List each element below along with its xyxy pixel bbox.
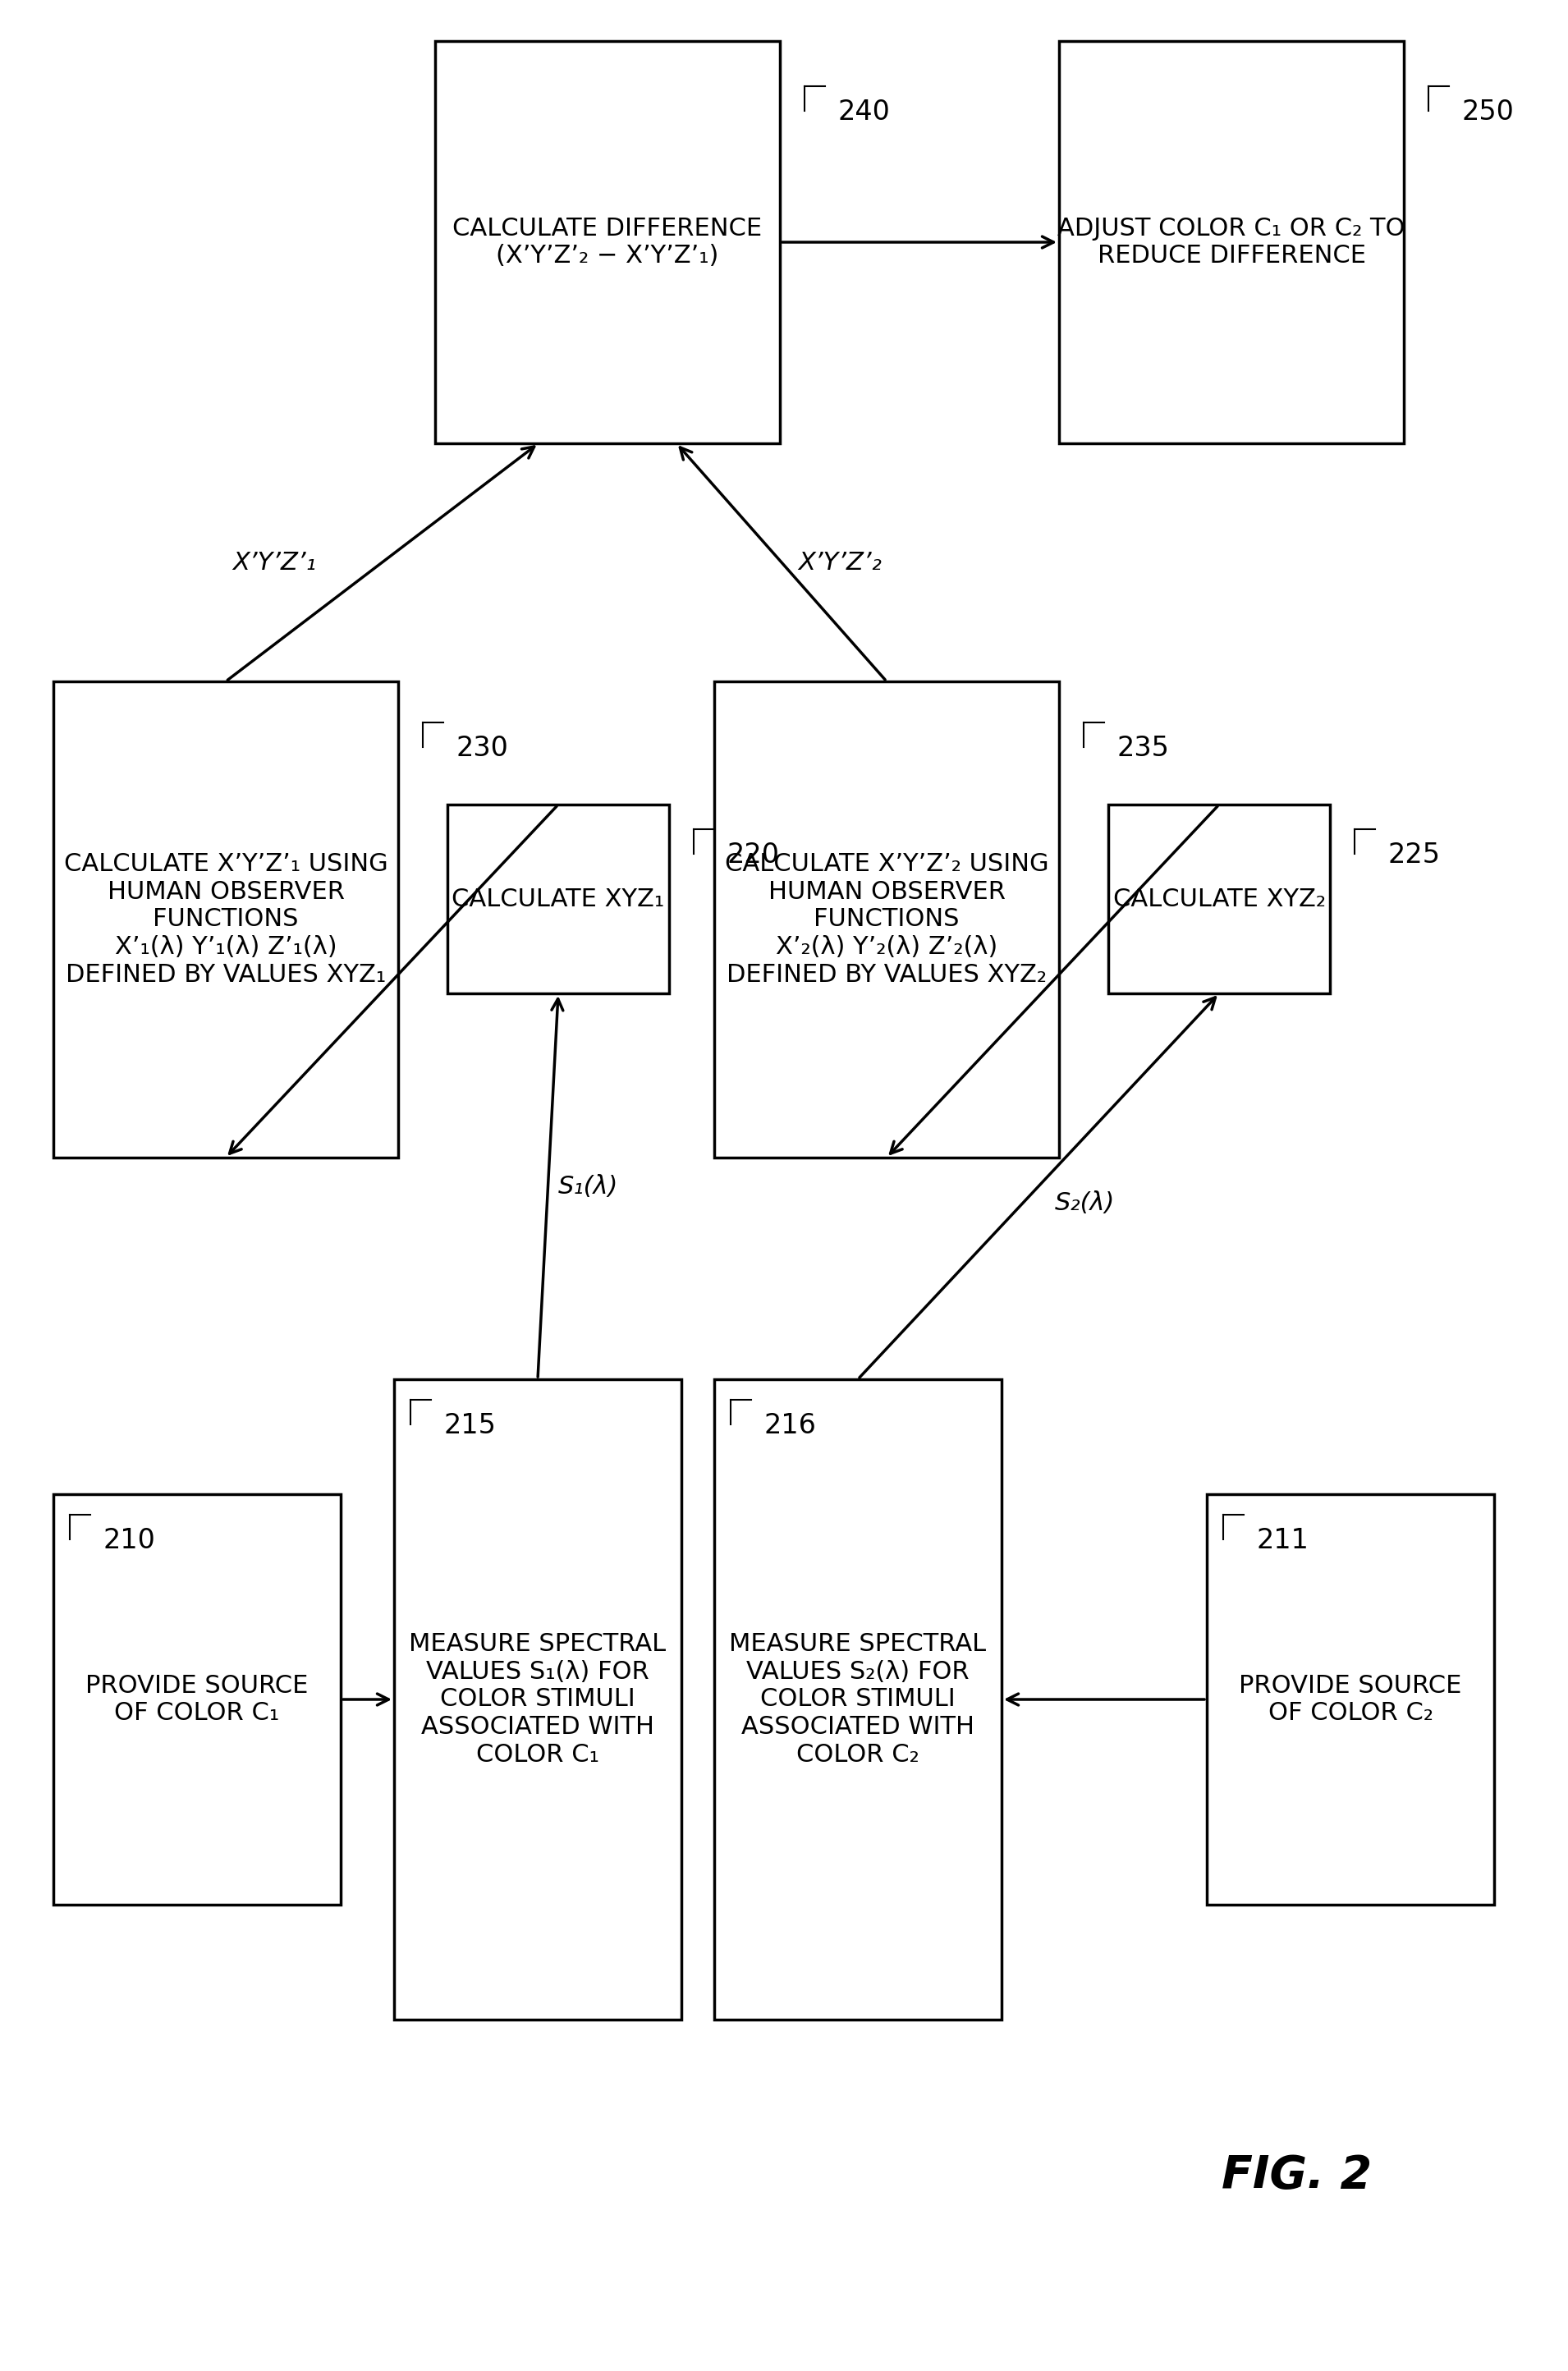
Text: MEASURE SPECTRAL
VALUES S₂(λ) FOR
COLOR STIMULI
ASSOCIATED WITH
COLOR C₂: MEASURE SPECTRAL VALUES S₂(λ) FOR COLOR … (729, 1631, 986, 1766)
Text: CALCULATE X’Y’Z’₂ USING
HUMAN OBSERVER
FUNCTIONS
X’₂(λ) Y’₂(λ) Z’₂(λ)
DEFINED BY: CALCULATE X’Y’Z’₂ USING HUMAN OBSERVER F… (724, 854, 1049, 986)
Text: CALCULATE X’Y’Z’₁ USING
HUMAN OBSERVER
FUNCTIONS
X’₁(λ) Y’₁(λ) Z’₁(λ)
DEFINED BY: CALCULATE X’Y’Z’₁ USING HUMAN OBSERVER F… (64, 854, 387, 986)
Text: S₁(λ): S₁(λ) (558, 1174, 618, 1197)
Text: CALCULATE XYZ₂: CALCULATE XYZ₂ (1113, 887, 1325, 910)
Bar (434, 40, 779, 443)
Bar (53, 680, 398, 1157)
Bar (1207, 1494, 1494, 1904)
Bar (713, 680, 1058, 1157)
Text: CALCULATE DIFFERENCE
(X’Y’Z’₂ − X’Y’Z’₁): CALCULATE DIFFERENCE (X’Y’Z’₂ − X’Y’Z’₁) (453, 216, 762, 268)
Text: X’Y’Z’₁: X’Y’Z’₁ (232, 550, 317, 574)
Text: MEASURE SPECTRAL
VALUES S₁(λ) FOR
COLOR STIMULI
ASSOCIATED WITH
COLOR C₁: MEASURE SPECTRAL VALUES S₁(λ) FOR COLOR … (409, 1631, 666, 1766)
Bar (447, 804, 670, 993)
Text: 216: 216 (764, 1413, 815, 1439)
Text: 225: 225 (1388, 842, 1439, 868)
Bar (53, 1494, 340, 1904)
Text: CALCULATE XYZ₁: CALCULATE XYZ₁ (452, 887, 665, 910)
Text: X’Y’Z’₂: X’Y’Z’₂ (798, 550, 881, 574)
Text: 210: 210 (102, 1527, 155, 1553)
Text: PROVIDE SOURCE
OF COLOR C₂: PROVIDE SOURCE OF COLOR C₂ (1239, 1674, 1461, 1726)
Bar (1058, 40, 1403, 443)
Text: 230: 230 (456, 735, 508, 761)
Text: 250: 250 (1461, 100, 1513, 126)
Text: ADJUST COLOR C₁ OR C₂ TO
REDUCE DIFFERENCE: ADJUST COLOR C₁ OR C₂ TO REDUCE DIFFEREN… (1057, 216, 1405, 268)
Bar (713, 1380, 1002, 2020)
Text: 240: 240 (837, 100, 889, 126)
Text: S₂(λ): S₂(λ) (1055, 1190, 1115, 1214)
Text: 235: 235 (1116, 735, 1168, 761)
Bar (394, 1380, 682, 2020)
Text: 211: 211 (1256, 1527, 1308, 1553)
Text: PROVIDE SOURCE
OF COLOR C₁: PROVIDE SOURCE OF COLOR C₁ (86, 1674, 309, 1726)
Bar (1109, 804, 1330, 993)
Text: FIG. 2: FIG. 2 (1221, 2153, 1372, 2198)
Text: 220: 220 (726, 842, 779, 868)
Text: 215: 215 (444, 1413, 495, 1439)
